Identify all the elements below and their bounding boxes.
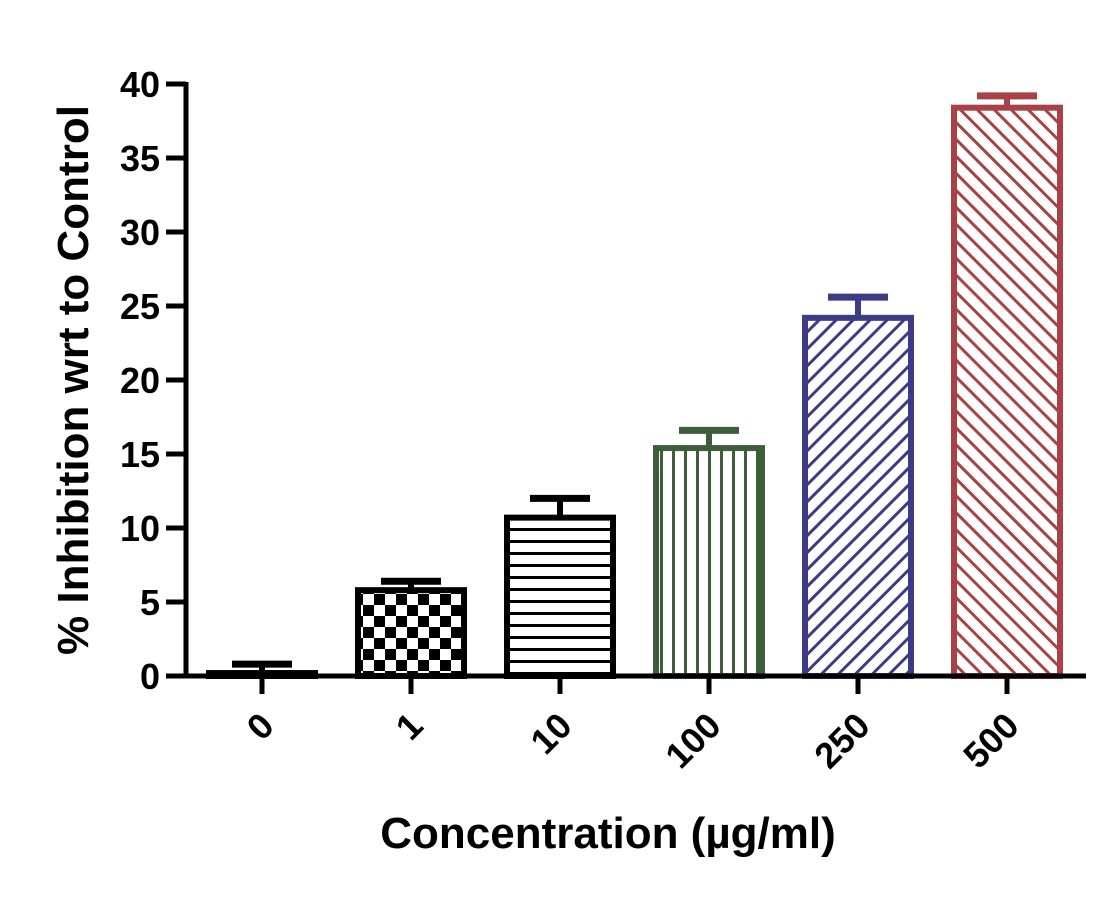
y-ticks: 0 5 10 15 20 25 30 35 40 (120, 64, 186, 697)
error-bars-layer (232, 92, 1037, 674)
bar-1 (355, 587, 467, 679)
bar-500 (951, 104, 1063, 680)
y-tick-label: 10 (120, 508, 160, 549)
bar-10 (504, 514, 616, 680)
y-tick-label: 30 (120, 212, 160, 253)
y-tick-label: 5 (140, 582, 160, 623)
x-tick-label: 250 (806, 705, 877, 776)
y-tick-label: 25 (120, 286, 160, 327)
x-tick-label: 100 (657, 705, 728, 776)
y-tick-label: 15 (120, 434, 160, 475)
x-tick-label: 500 (955, 705, 1026, 776)
bar-100 (653, 445, 765, 679)
y-tick-label: 40 (120, 64, 160, 105)
x-ticks: 0 1 10 100 250 500 (239, 676, 1027, 776)
x-tick-label: 1 (388, 705, 431, 748)
y-tick-label: 0 (140, 656, 160, 697)
y-axis-title: % Inhibition wrt to Control (49, 105, 98, 655)
x-tick-label: 0 (239, 705, 282, 748)
y-tick-label: 20 (120, 360, 160, 401)
axes-layer (183, 82, 1086, 679)
y-tick-label: 35 (120, 138, 160, 179)
x-tick-label: 10 (522, 705, 579, 762)
bars-layer (206, 104, 1063, 680)
bar-250 (802, 314, 914, 679)
x-axis-title: Concentration (µg/ml) (380, 809, 836, 858)
